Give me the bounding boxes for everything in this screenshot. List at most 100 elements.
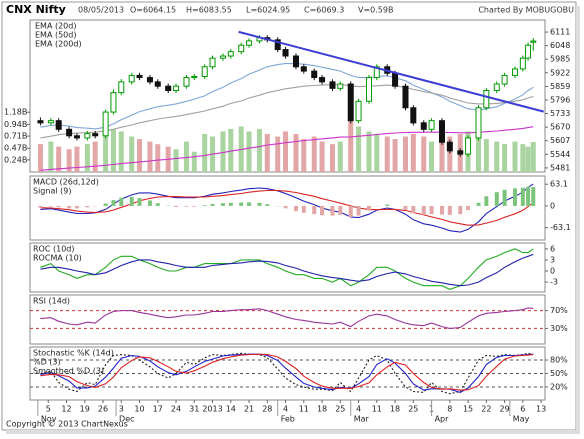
volume-bar <box>311 136 317 172</box>
y-tick-label: 5985 <box>550 55 570 64</box>
histogram-bar <box>283 205 288 209</box>
volume-bar <box>74 146 80 172</box>
legend-entry: Stochastic %K (14d) <box>33 349 114 358</box>
y-tick-label: 5796 <box>550 95 570 104</box>
candle-body <box>457 150 464 155</box>
volume-bar <box>447 136 453 172</box>
histogram-bar <box>356 205 361 216</box>
volume-bar <box>421 136 427 172</box>
x-tick-label: 12 <box>61 405 71 414</box>
histogram-bar <box>174 205 179 207</box>
panel <box>29 294 546 345</box>
x-tick-label: 2013 <box>202 405 222 414</box>
chart-title: CNX Nifty <box>6 3 66 16</box>
candle-body <box>173 85 180 92</box>
quote-field: C=6069.3 <box>304 6 344 15</box>
histogram-bar <box>348 205 353 217</box>
x-tick-label: 14 <box>226 405 236 414</box>
volume-bar <box>348 111 354 172</box>
histogram-bar <box>155 203 160 206</box>
x-tick-label: 29 <box>499 405 509 414</box>
volume-bar <box>337 141 343 172</box>
candle-body <box>373 66 380 79</box>
candle-body <box>519 57 526 70</box>
x-tick-label: 5 <box>46 405 51 414</box>
y-tick-label: 5922 <box>550 68 570 77</box>
candle-body <box>84 133 91 139</box>
volume-tick-label: 0.71B <box>4 132 27 141</box>
volume-bar <box>476 136 482 172</box>
volume-bar <box>118 131 124 172</box>
volume-bar <box>173 149 179 172</box>
series-line <box>40 189 534 226</box>
volume-bar <box>147 141 153 172</box>
histogram-bar <box>119 197 124 206</box>
series-line <box>40 307 534 329</box>
x-tick-label: 24 <box>171 405 181 414</box>
candle-body <box>238 44 245 53</box>
frame-shadow <box>6 430 580 434</box>
y-tick-label: 5607 <box>550 136 570 145</box>
x-tick-label: 28 <box>262 405 272 414</box>
volume-bar <box>392 139 398 172</box>
legend-entry: EMA (50d) <box>35 31 76 40</box>
y-tick-label: 5670 <box>550 123 570 132</box>
volume-bar <box>246 131 252 172</box>
series-line <box>40 83 534 139</box>
volume-bar <box>129 136 135 172</box>
y-tick-label: 6 <box>550 244 555 253</box>
candle-body <box>274 39 281 51</box>
frame-shadow <box>576 6 580 434</box>
x-tick-label: 31 <box>189 405 199 414</box>
histogram-bar <box>411 205 416 214</box>
x-tick-label: 17 <box>153 405 163 414</box>
month-label: Nov <box>41 415 57 424</box>
y-tick-label: -63.1 <box>550 223 571 232</box>
candle-body <box>183 77 190 87</box>
candle-body <box>428 120 435 130</box>
volume-bar <box>374 134 380 172</box>
candle-body <box>410 107 417 124</box>
volume-bar <box>220 131 226 172</box>
candle-body <box>311 70 318 79</box>
histogram-bar <box>265 204 270 206</box>
histogram-bar <box>330 205 335 216</box>
histogram-bar <box>103 203 108 206</box>
candle-body <box>501 74 508 85</box>
volume-bar <box>402 136 408 172</box>
x-tick-label: 8 <box>447 405 452 414</box>
legend-entry: ROC (10d) <box>33 245 74 254</box>
candle-body <box>402 85 409 109</box>
volume-bar <box>530 142 536 172</box>
candle-body <box>319 77 326 83</box>
histogram-bar <box>502 189 507 206</box>
volume-bar <box>228 128 234 172</box>
month-label: Dec <box>119 415 134 424</box>
candle-body <box>209 57 216 68</box>
candle-body <box>292 55 299 68</box>
y-tick-label: 3 <box>550 255 555 264</box>
candle-body <box>37 120 44 124</box>
volume-bar <box>494 141 500 172</box>
x-tick-label: 11 <box>299 405 309 414</box>
y-tick-label: 0 <box>550 201 555 210</box>
histogram-bar <box>184 205 189 207</box>
candle-body <box>136 74 143 79</box>
histogram-bar <box>531 187 536 206</box>
x-tick-label: 6 <box>520 405 525 414</box>
volume-bar <box>137 139 143 172</box>
legend-entry: RSI (14d) <box>33 297 70 306</box>
candle-body <box>102 111 109 137</box>
volume-bar <box>155 144 161 172</box>
legend-entry: EMA (20d) <box>35 22 76 31</box>
y-tick-label: 63.1 <box>550 180 568 189</box>
series-line <box>40 353 534 391</box>
volume-bar <box>329 144 335 172</box>
candle-body <box>420 122 427 130</box>
x-tick-label: 4 <box>356 405 361 414</box>
month-label: Apr <box>435 415 450 424</box>
histogram-bar <box>210 203 215 206</box>
footer: Copyright © 2013 ChartNexus <box>6 420 128 429</box>
histogram-bar <box>111 200 116 206</box>
